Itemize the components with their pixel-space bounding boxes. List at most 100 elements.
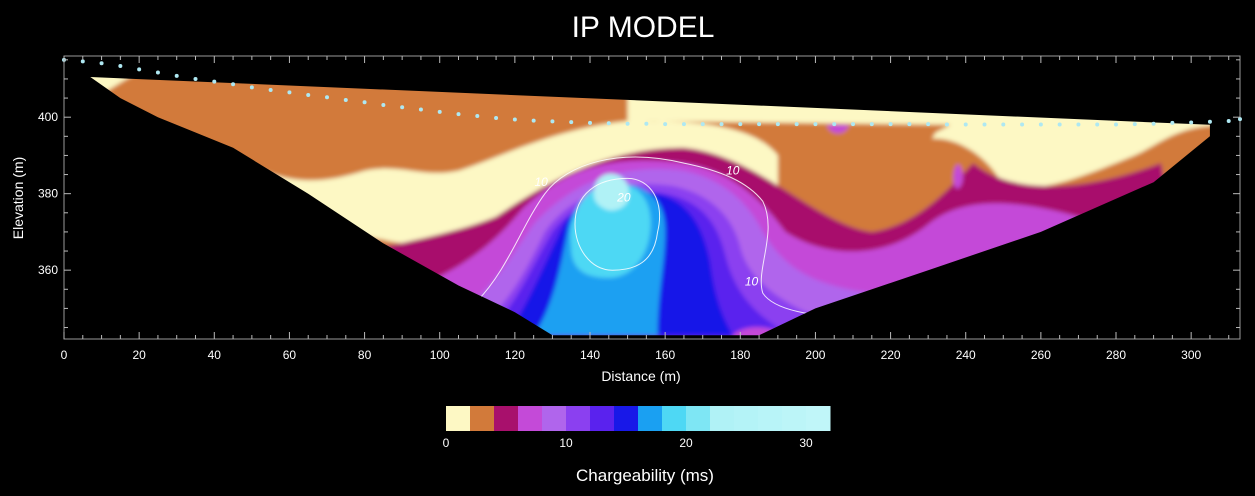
chargeability-zone: [90, 77, 628, 181]
x-tick-label: 300: [1181, 348, 1201, 362]
x-tick-label: 240: [956, 348, 976, 362]
x-tick-label: 220: [881, 348, 901, 362]
electrode-marker: [663, 122, 668, 127]
electrode-marker: [437, 109, 442, 114]
electrode-marker: [550, 119, 555, 124]
electrode-marker: [738, 122, 743, 127]
contour-label: 10: [534, 175, 548, 189]
electrode-marker: [80, 59, 85, 64]
colorbar-swatch: [470, 406, 495, 431]
y-tick-label: 380: [38, 187, 58, 201]
colorbar-tick-label: 30: [799, 436, 813, 450]
x-tick-label: 180: [730, 348, 750, 362]
x-tick-label: 200: [805, 348, 825, 362]
contour-label: 20: [616, 190, 631, 204]
colorbar: 0 10 20 30: [443, 406, 831, 450]
electrode-marker: [155, 70, 160, 75]
electrode-marker: [287, 90, 292, 95]
electrode-marker: [494, 115, 499, 120]
chargeability-zone: [646, 121, 951, 231]
x-tick-label: 140: [580, 348, 600, 362]
electrode-marker: [1226, 119, 1231, 124]
electrode-marker: [400, 105, 405, 110]
colorbar-swatch: [806, 406, 831, 431]
x-tick-label: 80: [358, 348, 372, 362]
colorbar-swatch: [518, 406, 543, 431]
electrode-marker: [719, 122, 724, 127]
colorbar-swatch: [686, 406, 711, 431]
x-tick-label: 0: [61, 348, 68, 362]
electrode-marker: [851, 122, 856, 127]
electrode-marker: [1038, 122, 1043, 127]
y-tick-label: 360: [38, 263, 58, 277]
electrode-marker: [1057, 122, 1062, 127]
colorbar-swatch: [710, 406, 735, 431]
electrode-marker: [1114, 122, 1119, 127]
x-tick-label: 60: [283, 348, 297, 362]
electrode-marker: [644, 121, 649, 126]
colorbar-swatch: [782, 406, 807, 431]
colorbar-swatch: [614, 406, 639, 431]
electrode-marker: [456, 112, 461, 117]
electrode-marker: [625, 121, 630, 126]
chargeability-section: [90, 77, 1210, 336]
electrode-marker: [531, 118, 536, 123]
electrode-marker: [832, 122, 837, 127]
colorbar-swatch: [638, 406, 663, 431]
colorbar-swatch: [446, 406, 471, 431]
electrode-marker: [381, 102, 386, 107]
colorbar-swatch: [542, 406, 567, 431]
colorbar-tick-label: 0: [443, 436, 450, 450]
colorbar-swatch: [734, 406, 759, 431]
electrode-marker: [569, 120, 574, 125]
chargeability-zone: [570, 182, 651, 278]
electrode-marker: [588, 120, 593, 125]
x-tick-label: 40: [208, 348, 222, 362]
contour-label: 10: [745, 274, 759, 288]
colorbar-label: Chargeability (ms): [576, 466, 714, 485]
electrode-marker: [306, 93, 311, 98]
plot-frame: [63, 55, 1241, 340]
electrode-marker: [907, 122, 912, 127]
electrode-marker: [1151, 121, 1156, 126]
colorbar-tick-label: 20: [679, 436, 693, 450]
colorbar-swatch: [590, 406, 615, 431]
contour-line: [476, 156, 966, 336]
electrode-marker: [512, 117, 517, 122]
electrode-marker: [475, 114, 480, 119]
colorbar-swatch: [758, 406, 783, 431]
electrode-marker: [325, 95, 330, 100]
x-tick-label: 100: [430, 348, 450, 362]
electrode-marker: [1001, 122, 1006, 127]
colorbar-tick-label: 10: [559, 436, 573, 450]
electrode-marker: [963, 122, 968, 127]
x-tick-label: 280: [1106, 348, 1126, 362]
electrode-marker: [249, 85, 254, 90]
colorbar-swatch: [662, 406, 687, 431]
electrode-marker: [174, 73, 179, 78]
electrode-marker: [606, 121, 611, 126]
electrode-marker: [231, 82, 236, 87]
electrode-marker: [681, 122, 686, 127]
electrode-marker: [418, 107, 423, 112]
y-axis-label: Elevation (m): [10, 157, 26, 239]
electrode-marker: [118, 63, 123, 68]
electrode-marker: [1238, 117, 1242, 122]
electrode-marker: [1207, 119, 1212, 124]
electrode-marker: [775, 122, 780, 127]
electrode-marker: [1189, 120, 1194, 125]
x-tick-label: 20: [132, 348, 146, 362]
x-tick-label: 260: [1031, 348, 1051, 362]
chart-title: IP MODEL: [572, 11, 715, 44]
electrode-marker: [1076, 122, 1081, 127]
x-tick-label: 160: [655, 348, 675, 362]
electrode-marker: [1020, 122, 1025, 127]
electrode-marker: [362, 100, 367, 105]
electrode-marker: [1095, 122, 1100, 127]
electrode-marker: [700, 122, 705, 127]
electrode-marker: [212, 79, 217, 84]
electrode-marker: [869, 122, 874, 127]
electrode-marker: [343, 97, 348, 102]
electrode-marker: [813, 122, 818, 127]
